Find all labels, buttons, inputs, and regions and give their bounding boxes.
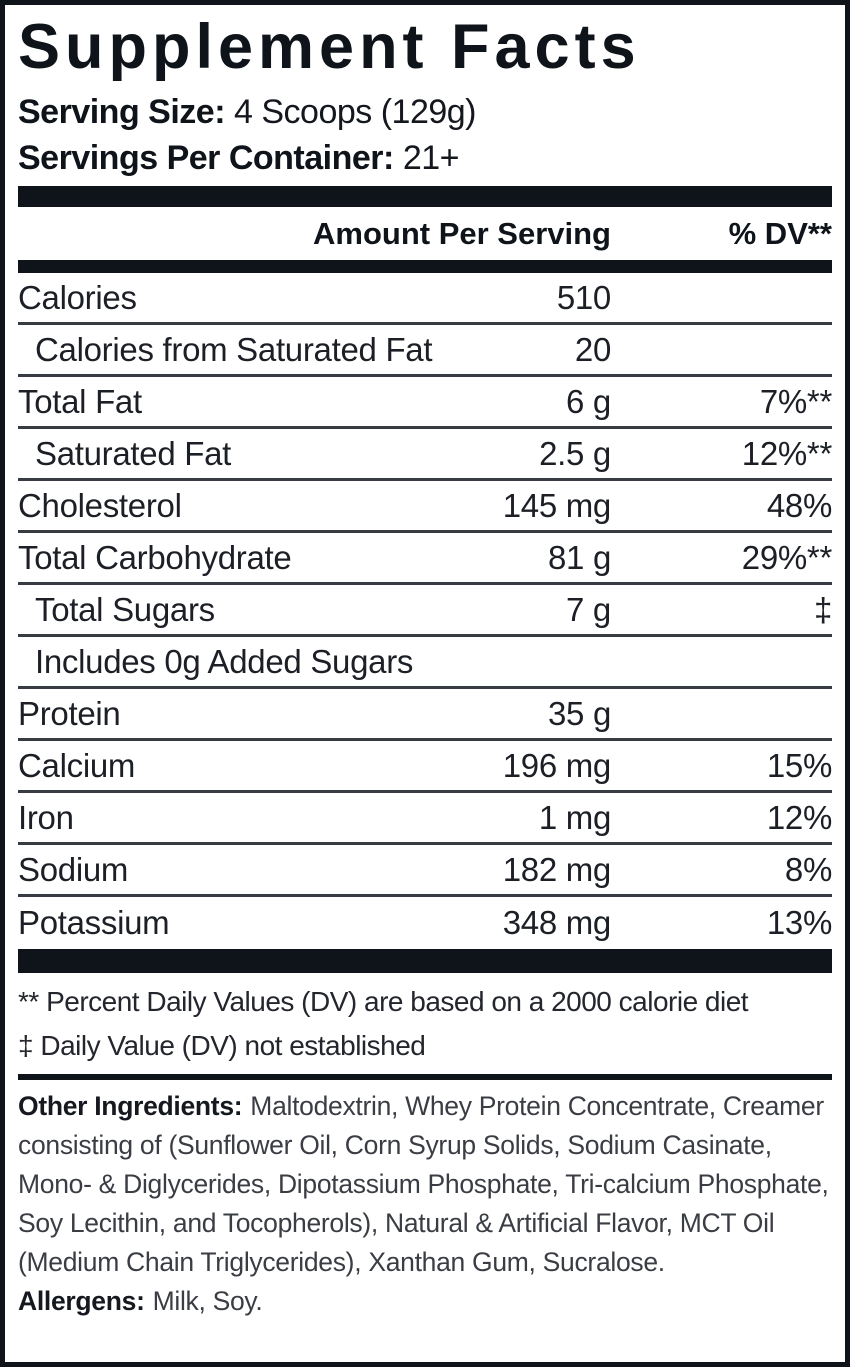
nutrient-name: Calories [18,278,137,316]
nutrient-amount: 348 mg [502,904,612,941]
table-row-iron: Iron 1 mg 12% [18,793,832,845]
nutrient-amount: 2.5 g [539,434,611,472]
nutrient-dv: 48% [766,486,832,524]
nutrient-dv: 8% [784,850,832,888]
serving-size-value: 4 Scoops (129g) [234,93,477,131]
table-row-calories-from-saturated-fat: Calories from Saturated Fat 20 [18,325,832,377]
nutrient-name: Includes 0g Added Sugars [35,642,414,680]
nutrient-dv: 15% [766,746,832,784]
thick-divider-bar [18,186,832,207]
table-header-row: Amount Per Serving % DV** [18,207,832,260]
other-ingredients-paragraph: Other Ingredients: Maltodextrin, Whey Pro… [18,1087,832,1282]
nutrient-dv: ‡ [813,590,832,628]
table-row-added-sugars: Includes 0g Added Sugars [18,637,832,689]
nutrient-amount: 20 [574,330,611,368]
nutrient-dv: 29%** [741,538,833,576]
nutrient-amount: 510 [556,278,611,316]
table-row-cholesterol: Cholesterol 145 mg 48% [18,481,832,533]
nutrient-amount: 1 mg [538,798,611,836]
nutrient-name: Iron [18,798,74,836]
servings-per-container-label: Servings Per Container: [18,139,394,177]
table-row-total-sugars: Total Sugars 7 g ‡ [18,585,832,637]
thin-divider-bar [18,1074,832,1080]
percent-dv-footnote: ** Percent Daily Values (DV) are based o… [18,986,749,1017]
serving-size-line: Serving Size: 4 Scoops (129g) [18,89,832,135]
nutrient-dv: 13% [766,904,832,941]
dv-not-established-footnote: ‡ Daily Value (DV) not established [18,1030,426,1061]
nutrient-name: Total Sugars [35,590,215,628]
table-row-saturated-fat: Saturated Fat 2.5 g 12%** [18,429,832,481]
panel-title: Supplement Facts [18,12,641,82]
nutrient-dv: 7%** [759,382,832,420]
allergens-label: Allergens: [18,1286,145,1316]
amount-per-serving-header: Amount Per Serving [313,215,611,251]
nutrient-amount: 145 mg [502,486,612,524]
table-row-sodium: Sodium 182 mg 8% [18,845,832,897]
footnotes-section: ** Percent Daily Values (DV) are based o… [18,973,832,1068]
table-row-calories: Calories 510 [18,273,832,325]
nutrient-name: Sodium [18,850,129,888]
other-ingredients-text: Maltodextrin, Whey Protein Concentrate, … [18,1091,829,1277]
nutrient-name: Calcium [18,746,136,784]
thick-divider-bar [18,949,832,973]
thick-divider-bar [18,260,832,273]
table-row-total-fat: Total Fat 6 g 7%** [18,377,832,429]
nutrient-amount: 35 g [547,694,611,732]
nutrient-amount: 196 mg [502,746,612,784]
other-ingredients-label: Other Ingredients: [18,1091,243,1121]
table-row-potassium: Potassium 348 mg 13% [18,897,832,949]
nutrient-amount: 182 mg [502,850,612,888]
nutrient-name: Cholesterol [18,486,182,524]
nutrient-name: Total Fat [18,382,142,420]
nutrient-name: Protein [18,694,121,732]
nutrient-amount: 81 g [547,538,611,576]
nutrient-name: Saturated Fat [35,434,232,472]
table-row-protein: Protein 35 g [18,689,832,741]
table-row-calcium: Calcium 196 mg 15% [18,741,832,793]
nutrient-dv: 12%** [741,434,833,472]
allergens-text: Milk, Soy. [152,1286,263,1316]
servings-per-container-value: 21+ [402,139,460,177]
table-row-total-carbohydrate: Total Carbohydrate 81 g 29%** [18,533,832,585]
nutrient-dv: 12% [766,798,832,836]
servings-per-container-line: Servings Per Container: 21+ [18,135,832,181]
nutrient-name: Calories from Saturated Fat [35,330,433,368]
nutrient-name: Total Carbohydrate [18,538,292,576]
allergens-line: Allergens: Milk, Soy. [18,1282,832,1321]
nutrient-amount: 7 g [566,590,611,628]
serving-size-label: Serving Size: [18,93,226,131]
percent-dv-header: % DV** [728,215,832,251]
nutrient-amount: 6 g [566,382,611,420]
nutrient-name: Potassium [18,904,170,941]
